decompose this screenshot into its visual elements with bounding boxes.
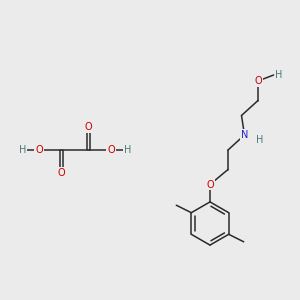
Text: H: H: [275, 70, 283, 80]
Text: H: H: [19, 145, 26, 155]
Text: O: O: [206, 179, 214, 190]
Text: O: O: [35, 145, 43, 155]
Text: O: O: [254, 76, 262, 86]
Text: H: H: [124, 145, 131, 155]
Text: O: O: [85, 122, 92, 133]
Text: N: N: [241, 130, 248, 140]
Text: O: O: [58, 167, 65, 178]
Text: O: O: [107, 145, 115, 155]
Text: H: H: [256, 135, 264, 146]
